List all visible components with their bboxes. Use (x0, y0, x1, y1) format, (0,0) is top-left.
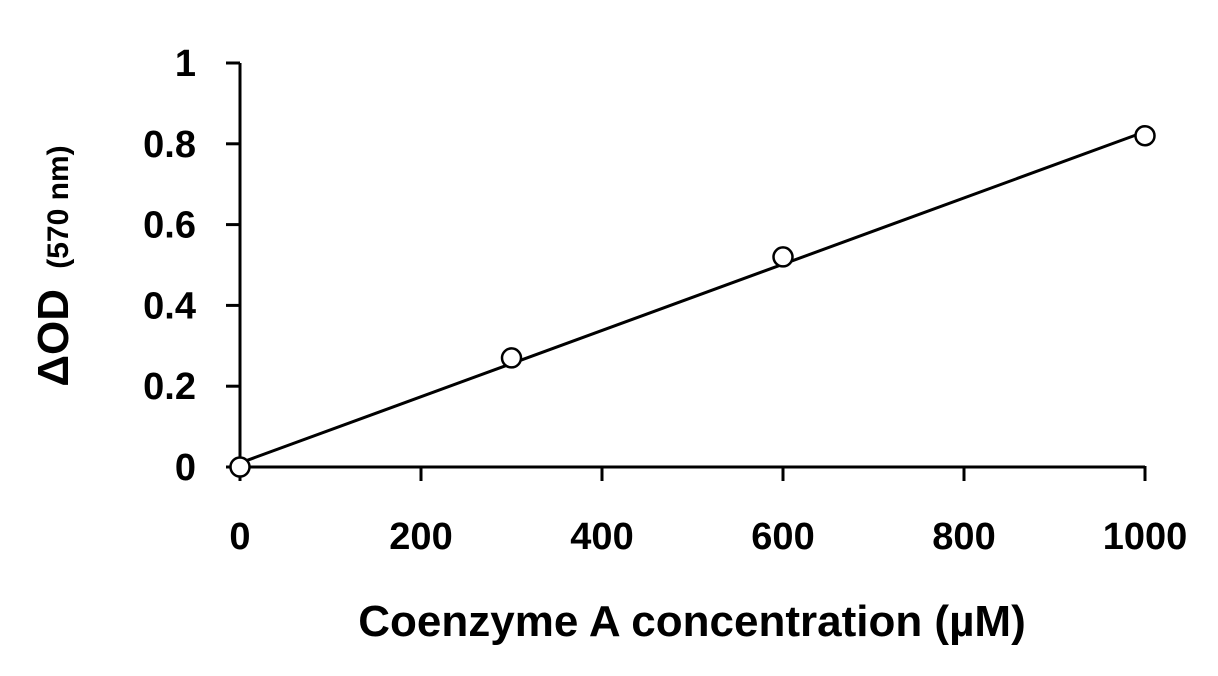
x-tick-label: 200 (389, 516, 452, 558)
data-point (500, 347, 523, 369)
x-tick-label: 600 (751, 516, 814, 558)
y-tick-label: 0.8 (143, 124, 196, 166)
y-tick-label: 0.4 (143, 285, 196, 327)
linear-trendline (239, 130, 1146, 465)
y-tick-labels: 0 0.2 0.4 0.6 0.8 1 (143, 43, 196, 489)
y-tick-label: 0 (175, 447, 196, 489)
x-tick-label: 1000 (1103, 516, 1188, 558)
x-tick-label: 0 (229, 516, 250, 558)
trendline-group (239, 130, 1146, 465)
data-points (229, 124, 1156, 478)
data-point (229, 456, 251, 478)
x-axis-title: Coenzyme A concentration (µM) (358, 597, 1025, 646)
x-tick-label: 800 (932, 516, 995, 558)
x-tick-labels: 0 200 400 600 800 1000 (229, 516, 1187, 558)
x-tick-label: 400 (570, 516, 633, 558)
y-tick-label: 0.6 (143, 205, 196, 247)
y-tick-label: 0.2 (143, 366, 196, 408)
y-tick-label: 1 (175, 43, 196, 85)
y-axis-title-main: ΔOD (29, 289, 78, 387)
y-axis-title: ΔOD (570 nm) (29, 145, 78, 386)
axes (226, 61, 1147, 481)
data-point (772, 246, 794, 268)
data-point (1134, 124, 1156, 147)
y-axis-title-unit: (570 nm) (42, 145, 75, 268)
